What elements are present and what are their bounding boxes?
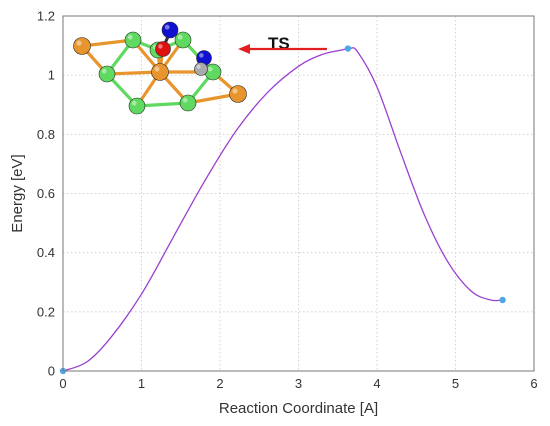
blue-atom-highlight <box>164 24 170 30</box>
ticks: 0 1 2 3 4 5 6 0 0.2 0.4 0.6 0.8 1 1.2 <box>37 9 538 392</box>
green-atom-highlight <box>127 34 133 40</box>
orange-atom-highlight <box>232 88 238 94</box>
blue-atom <box>161 21 179 39</box>
y-tick-label: 1 <box>48 68 55 83</box>
y-tick-label: 0.8 <box>37 127 55 142</box>
x-tick-label: 0 <box>59 376 66 391</box>
green-atom <box>124 31 142 49</box>
blue-atom-highlight <box>199 53 204 58</box>
green-atom <box>98 65 116 83</box>
y-tick-label: 0.2 <box>37 304 55 319</box>
grey-atom <box>194 62 208 76</box>
y-tick-label: 0.6 <box>37 186 55 201</box>
x-tick-label: 6 <box>530 376 537 391</box>
ts-annotation: TS <box>238 34 327 54</box>
data-point-marker <box>344 45 352 52</box>
x-axis-title: Reaction Coordinate [A] <box>219 400 378 417</box>
green-atom <box>179 94 197 112</box>
green-atom <box>174 31 192 49</box>
orange-atom <box>151 63 169 81</box>
bond <box>135 101 190 108</box>
green-atom-highlight <box>131 100 137 106</box>
y-tick-label: 0 <box>48 364 55 379</box>
x-tick-label: 2 <box>216 376 223 391</box>
x-tick-label: 1 <box>138 376 145 391</box>
data-point-marker <box>499 296 506 304</box>
y-tick-label: 1.2 <box>37 9 55 24</box>
orange-atom <box>229 85 247 103</box>
energy-curve <box>62 47 503 372</box>
ts-arrow-head <box>238 44 250 54</box>
x-tick-label: 3 <box>295 376 302 391</box>
green-atom-highlight <box>182 97 188 103</box>
series-layer <box>62 47 503 372</box>
plot-frame <box>62 15 535 372</box>
green-atom-highlight <box>207 66 213 72</box>
y-tick-label: 0.4 <box>37 245 55 260</box>
red-atom <box>155 41 171 57</box>
green-atom-highlight <box>101 68 107 74</box>
grey-atom-highlight <box>196 64 201 69</box>
x-tick-label: 4 <box>373 376 380 391</box>
red-atom-highlight <box>158 44 163 49</box>
orange-atom-highlight <box>76 40 82 46</box>
y-axis-title: Energy [eV] <box>9 154 26 232</box>
green-atom <box>204 63 222 81</box>
green-atom-highlight <box>177 34 183 40</box>
bond <box>105 70 162 76</box>
orange-atom-highlight <box>154 66 160 72</box>
ts-label: TS <box>268 34 290 53</box>
green-atom <box>128 97 146 115</box>
grid <box>63 16 534 371</box>
x-tick-label: 5 <box>452 376 459 391</box>
orange-atom <box>73 37 91 55</box>
molecular-structure-inset <box>73 21 247 115</box>
